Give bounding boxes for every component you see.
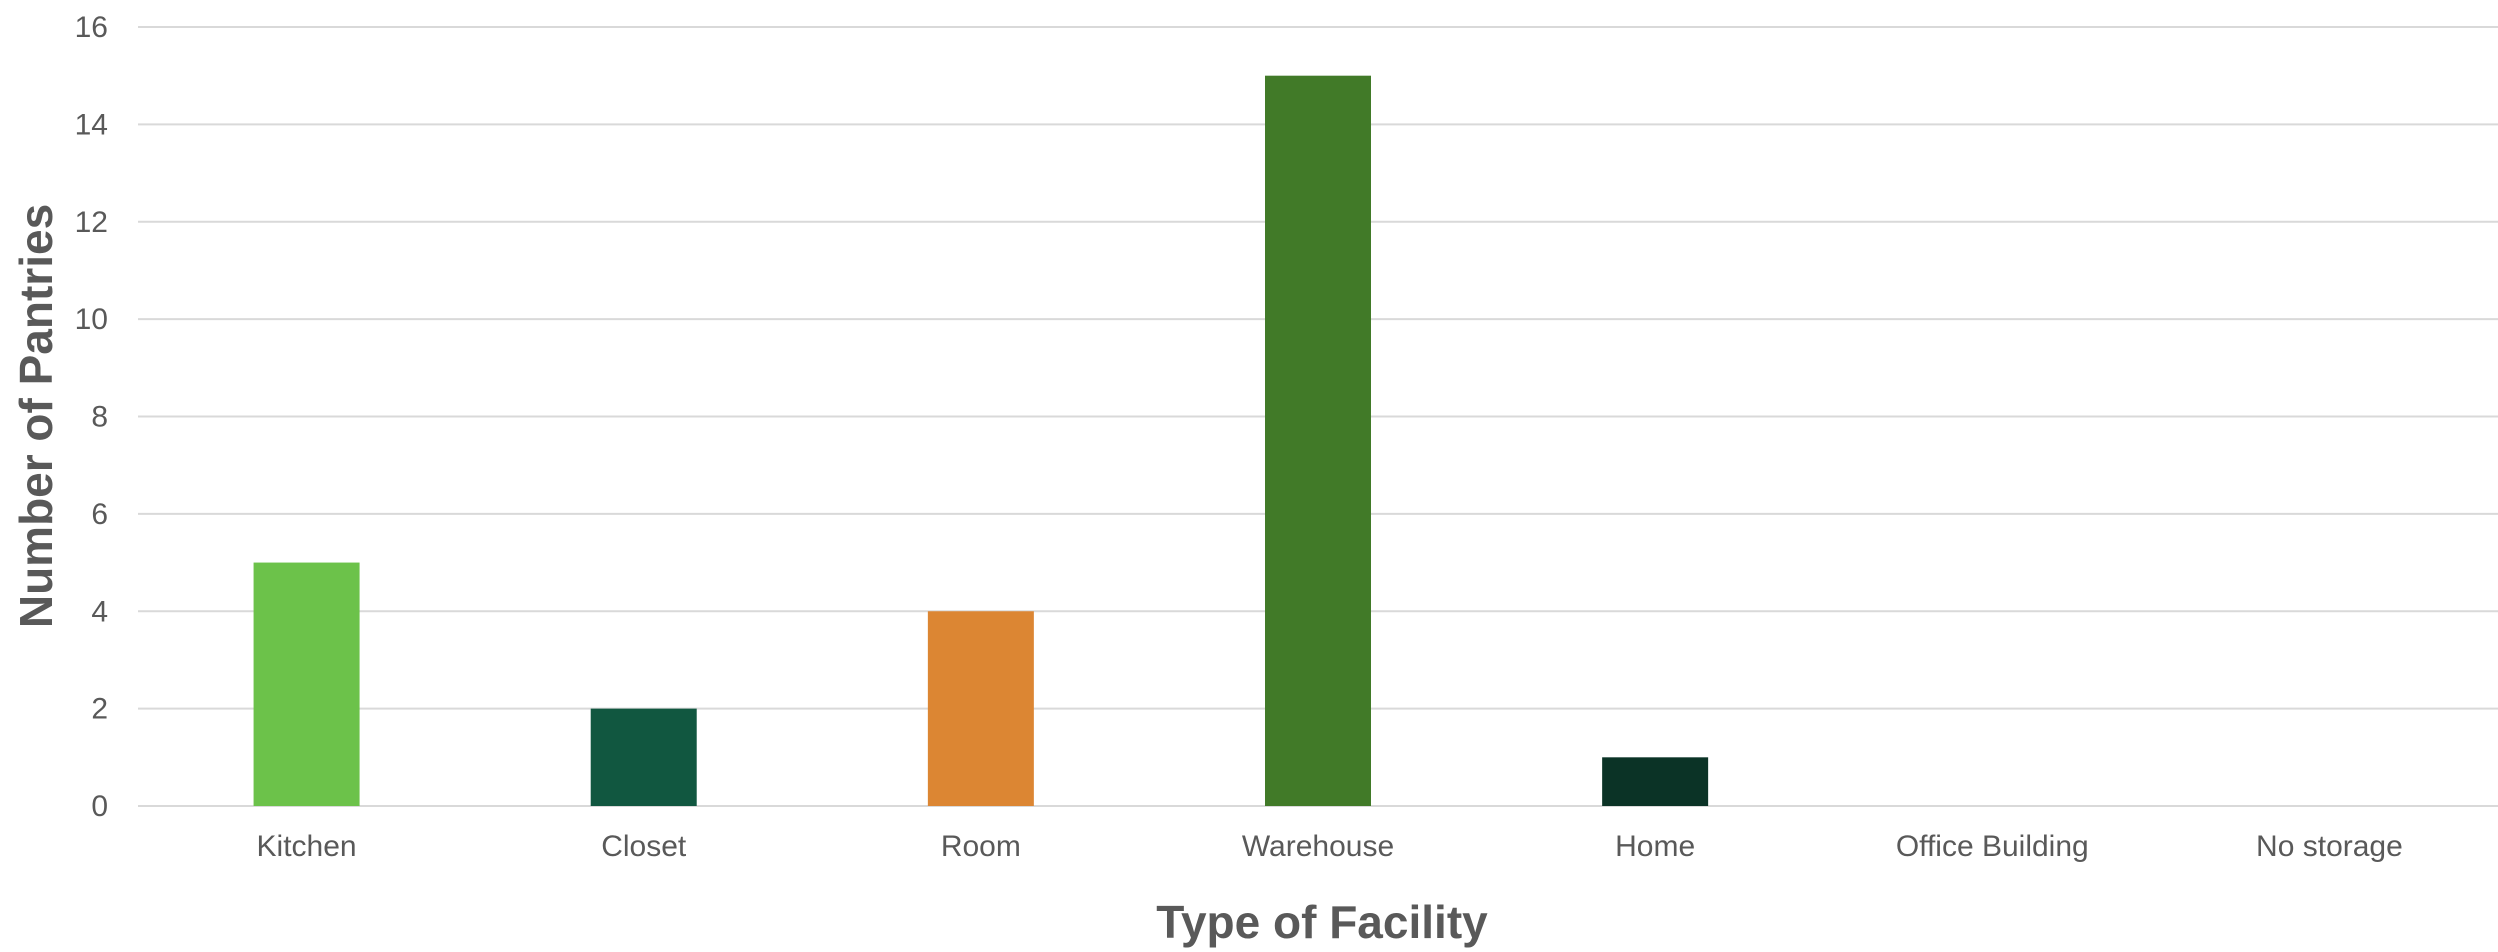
y-tick-label: 12: [75, 206, 108, 239]
x-tick-label: Closet: [601, 830, 687, 863]
x-axis-title: Type of Facility: [1156, 896, 1488, 948]
bars: [253, 75, 1709, 806]
y-tick-label: 2: [91, 693, 108, 726]
x-tick-label: Kitchen: [257, 830, 357, 863]
y-tick-label: 16: [75, 11, 108, 44]
y-tick-label: 0: [91, 790, 108, 823]
y-axis-ticks: 0 2 4 6 8 10 12 14 16: [75, 11, 108, 823]
y-tick-label: 14: [75, 108, 108, 141]
x-tick-label: No storage: [2256, 830, 2403, 863]
bar-warehouse: [1265, 75, 1371, 806]
x-tick-label: Home: [1615, 830, 1695, 863]
y-tick-label: 6: [91, 498, 108, 531]
x-axis-ticks: Kitchen Closet Room Warehouse Home Office Bui…: [257, 830, 2403, 863]
y-tick-label: 4: [91, 595, 108, 628]
y-axis-title: Number of Pantries: [10, 204, 62, 628]
y-tick-label: 8: [91, 401, 108, 434]
bar-home: [1602, 757, 1709, 806]
y-tick-label: 10: [75, 303, 108, 336]
bar-kitchen: [253, 562, 360, 806]
bar-closet: [590, 708, 697, 806]
x-tick-label: Room: [941, 830, 1021, 863]
x-tick-label: Office Building: [1896, 830, 2089, 863]
x-tick-label: Warehouse: [1242, 830, 1394, 863]
bar-room: [927, 611, 1034, 806]
